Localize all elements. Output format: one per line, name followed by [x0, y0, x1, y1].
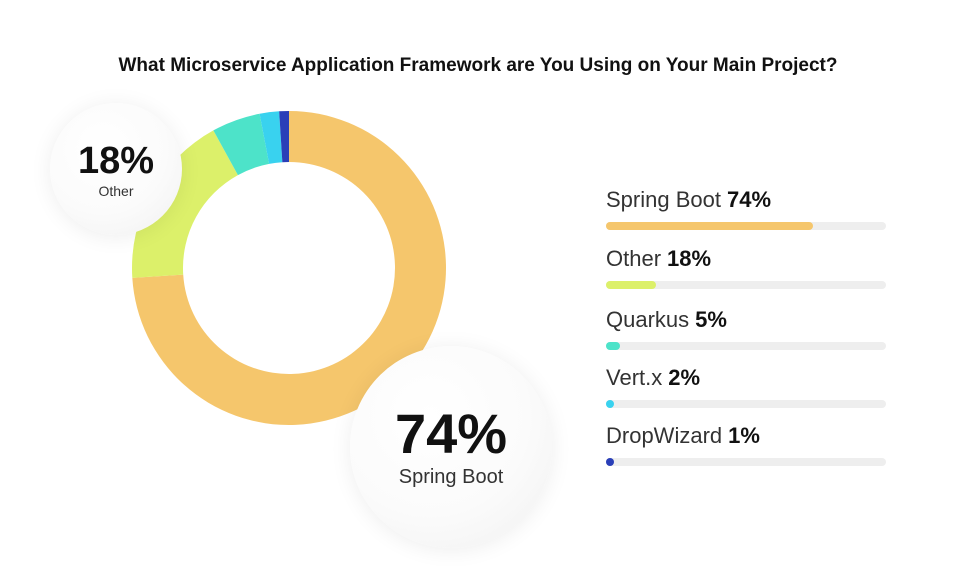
donut-slice-spring-boot [132, 111, 446, 425]
callout-spring-boot-percent: 74% [394, 402, 508, 465]
legend-bar-fill [606, 281, 656, 289]
legend-name: Quarkus [606, 307, 690, 332]
legend-label: DropWizard 1% [606, 423, 886, 449]
legend-bar-fill [606, 342, 620, 350]
callout-other: 18% Other [50, 103, 182, 235]
donut-slice-dropwizard [279, 111, 289, 163]
callout-spring-boot-label: Spring Boot [398, 466, 504, 488]
legend-name: Other [606, 246, 662, 271]
legend-value: 1% [728, 423, 760, 448]
callout-other-label: Other [98, 183, 134, 199]
legend-item-quarkus: Quarkus 5% [606, 307, 886, 350]
legend-label: Quarkus 5% [606, 307, 886, 333]
legend-item-other: Other 18% [606, 246, 886, 289]
legend-value: 5% [695, 307, 727, 332]
legend-value: 74% [726, 187, 772, 212]
legend-bar-fill [606, 458, 614, 466]
legend-label: Spring Boot 74% [606, 187, 886, 213]
legend-value: 2% [668, 365, 701, 390]
legend-value: 18% [667, 246, 712, 271]
legend-name: Vert.x [606, 365, 663, 390]
legend-name: DropWizard [606, 423, 723, 448]
legend-item-dropwizard: DropWizard 1% [606, 423, 886, 466]
donut-slice-quarkus [213, 113, 270, 176]
chart-title: What Microservice Application Framework … [118, 55, 838, 76]
donut-slice-other [132, 130, 238, 278]
callout-other-percent: 18% [77, 140, 155, 182]
legend-item-vertx: Vert.x 2% [606, 365, 886, 408]
legend-bar-fill [606, 400, 614, 408]
legend-bar-track [606, 458, 886, 466]
legend-bar-track [606, 222, 886, 230]
donut-slice-vert-x [259, 111, 283, 164]
callout-spring-boot: 74% Spring Boot [350, 346, 552, 548]
legend-name: Spring Boot [606, 187, 721, 212]
legend-bar-fill [606, 222, 813, 230]
legend-item-spring-boot: Spring Boot 74% [606, 187, 886, 230]
legend-label: Vert.x 2% [606, 365, 886, 391]
legend-bar-track [606, 400, 886, 408]
legend-bar-track [606, 281, 886, 289]
legend-bar-track [606, 342, 886, 350]
legend-label: Other 18% [606, 246, 886, 272]
